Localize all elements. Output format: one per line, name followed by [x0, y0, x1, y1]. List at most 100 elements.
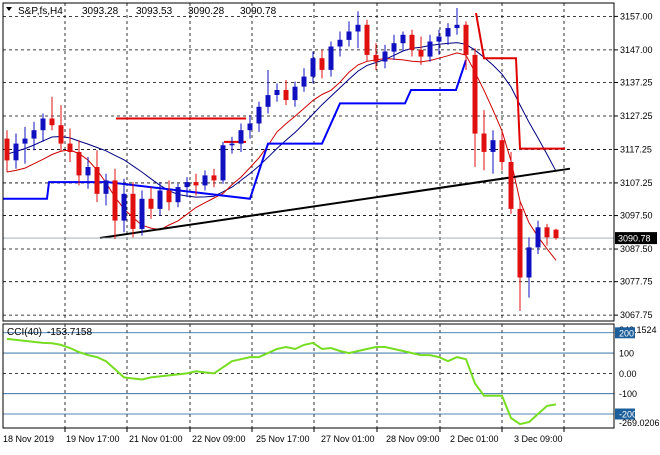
y-tick-label: 3107.25 [620, 178, 653, 188]
candle-body [130, 193, 136, 229]
candle-body [499, 140, 505, 162]
cci-line [6, 337, 557, 426]
y-tick-label: 3127.25 [620, 111, 653, 121]
candle-body [202, 175, 208, 186]
candle-body [400, 34, 406, 44]
candle-body [121, 193, 127, 221]
candle-body [49, 118, 55, 126]
candle-body [535, 227, 541, 248]
candle-body [553, 229, 559, 239]
candle-body [4, 138, 10, 161]
indicator-lines [3, 12, 614, 261]
candle-body [211, 175, 217, 181]
candle-body [274, 90, 280, 95]
frames [2, 2, 615, 429]
candle-body [247, 123, 253, 131]
y-tick-label: 3157.00 [620, 11, 653, 21]
x-tick-label: 27 Nov 01:00 [321, 434, 375, 444]
candle-body [265, 95, 271, 107]
candle-body [184, 182, 190, 188]
candle-body [310, 58, 316, 77]
current-price-label: 3090.78 [618, 234, 651, 244]
candle-body [67, 143, 73, 152]
candle-body [148, 198, 154, 209]
y-tick-label: 3077.75 [620, 277, 653, 287]
candle-body [526, 247, 532, 278]
candle-body [472, 54, 478, 134]
cci-label: CCI(40) [7, 327, 42, 338]
cci-level-label: 0.00 [619, 369, 637, 379]
candle-body [301, 76, 307, 87]
candle-body [31, 130, 37, 139]
ohlc-open: 3093.28 [82, 6, 119, 17]
candle-body [256, 106, 262, 124]
candle-body [58, 125, 64, 144]
cci-value: -153.7158 [47, 327, 92, 338]
candle-body [517, 208, 523, 278]
y-tick-label: 3117.25 [620, 144, 652, 154]
ohlc-low: 3090.28 [188, 6, 225, 17]
current-price-label-box [615, 232, 657, 245]
x-tick-label: 18 Nov 2019 [3, 434, 54, 444]
candle-body [328, 46, 334, 70]
candle-body [238, 130, 244, 144]
axes: 3157.00 3147.00 3137.25 3127.25 3117.25 3107.… [3, 11, 660, 444]
candle-body [76, 152, 82, 176]
x-tick-label: 28 Nov 09:00 [386, 434, 440, 444]
x-tick-label: 19 Nov 17:00 [66, 434, 120, 444]
candle-body [481, 133, 487, 152]
candle-body [445, 28, 451, 37]
ohlc-close: 3090.78 [240, 6, 277, 17]
cci-min-label: -269.0206 [619, 418, 660, 428]
cci-level-label-box [615, 327, 635, 339]
cci-level-label: 200 [619, 328, 634, 338]
candle-body [337, 39, 343, 47]
candle-body [229, 143, 235, 146]
candle-body [112, 180, 118, 221]
candle-body [490, 140, 496, 152]
x-tick-label: 3 Dec 09:00 [514, 434, 563, 444]
grid [3, 3, 614, 428]
y-tick-label: 3147.00 [620, 45, 653, 55]
candle-body [409, 34, 415, 50]
trendline [99, 167, 571, 239]
candle-body [283, 90, 289, 100]
cci-panel-frame [2, 323, 615, 429]
candle-body [544, 227, 550, 238]
candle-body [85, 167, 91, 176]
cci-level-label: -200 [619, 410, 637, 420]
y-tick-label: 3087.50 [620, 244, 653, 254]
chart-title: S&P,fs,H4 [18, 6, 63, 17]
resistance-step-line [475, 12, 565, 150]
candle-body [364, 24, 370, 55]
support-step-line [3, 59, 467, 200]
candle-body [94, 167, 100, 194]
cci-level-label-box [615, 408, 635, 420]
candle-body [391, 43, 397, 52]
candle-body [346, 31, 352, 40]
header: S&P,fs,H4 3093.28 3093.53 3090.28 3090.7… [6, 6, 277, 338]
candle-body [319, 58, 325, 70]
candle-body [175, 187, 181, 203]
y-tick-label: 3067.75 [620, 310, 653, 320]
candle-body [292, 86, 298, 101]
x-tick-label: 22 Nov 09:00 [192, 434, 246, 444]
symbol-dropdown-icon[interactable] [6, 7, 12, 11]
candle-body [40, 118, 46, 131]
x-tick-label: 2 Dec 01:00 [450, 434, 499, 444]
y-tick-label: 3137.25 [620, 78, 653, 88]
candle-body [382, 51, 388, 62]
y-tick-label: 3097.50 [620, 211, 653, 221]
candle-body [13, 143, 19, 161]
candle-body [463, 24, 469, 55]
candle-body [193, 182, 199, 186]
cci-level-label: 100 [619, 349, 634, 359]
x-tick-label: 25 Nov 17:00 [256, 434, 310, 444]
candle-body [355, 24, 361, 32]
candle-body [508, 162, 514, 209]
cci-level-label: -100 [619, 389, 637, 399]
x-tick-label: 21 Nov 01:00 [129, 434, 183, 444]
candle-body [436, 36, 442, 42]
